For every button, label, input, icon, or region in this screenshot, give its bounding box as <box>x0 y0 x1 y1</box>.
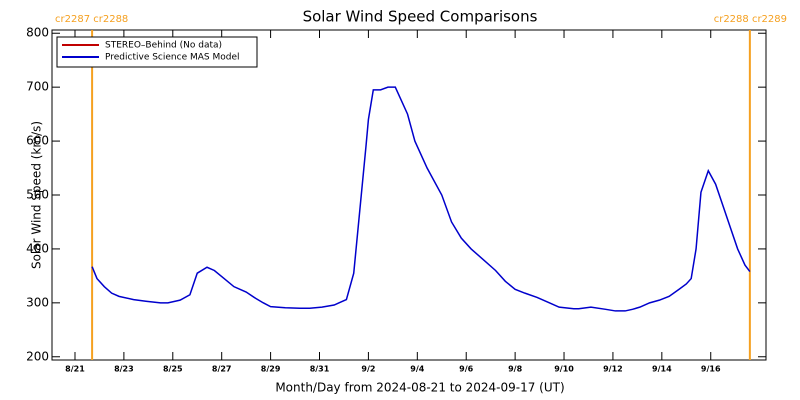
y-tick-label: 300 <box>26 295 49 309</box>
x-tick-label: 9/2 <box>361 365 375 374</box>
y-tick-label: 600 <box>26 134 49 148</box>
legend-box <box>56 36 258 68</box>
x-tick-label: 8/25 <box>163 365 183 374</box>
x-tick-label: 8/21 <box>65 365 85 374</box>
x-tick-label: 9/4 <box>410 365 424 374</box>
legend-label: Predictive Science MAS Model <box>105 53 240 63</box>
y-tick-label: 800 <box>26 26 49 40</box>
y-tick-label: 200 <box>26 349 49 363</box>
x-tick-label: 9/14 <box>652 365 672 374</box>
x-tick-label: 9/16 <box>701 365 721 374</box>
x-axis-label: Month/Day from 2024-08-21 to 2024-09-17 … <box>275 381 564 395</box>
y-tick-label: 500 <box>26 188 49 202</box>
x-tick-label: 8/23 <box>114 365 134 374</box>
y-tick-label: 700 <box>26 80 49 94</box>
legend-label: STEREO–Behind (No data) <box>105 41 222 51</box>
x-tick-label: 8/27 <box>212 365 232 374</box>
x-tick-label: 8/29 <box>261 365 281 374</box>
carrington-label: cr2287 cr2288 <box>55 14 128 25</box>
x-tick-label: 9/6 <box>459 365 473 374</box>
y-axis-label: Solar Wind Speed (km/s) <box>30 121 44 269</box>
chart-title: Solar Wind Speed Comparisons <box>303 8 538 26</box>
carrington-label: cr2288 cr2289 <box>714 14 787 25</box>
y-tick-label: 400 <box>26 241 49 255</box>
series-line <box>91 86 751 312</box>
x-tick-label: 9/12 <box>603 365 623 374</box>
x-tick-label: 9/10 <box>554 365 574 374</box>
x-tick-label: 8/31 <box>310 365 330 374</box>
x-tick-label: 9/8 <box>508 365 522 374</box>
